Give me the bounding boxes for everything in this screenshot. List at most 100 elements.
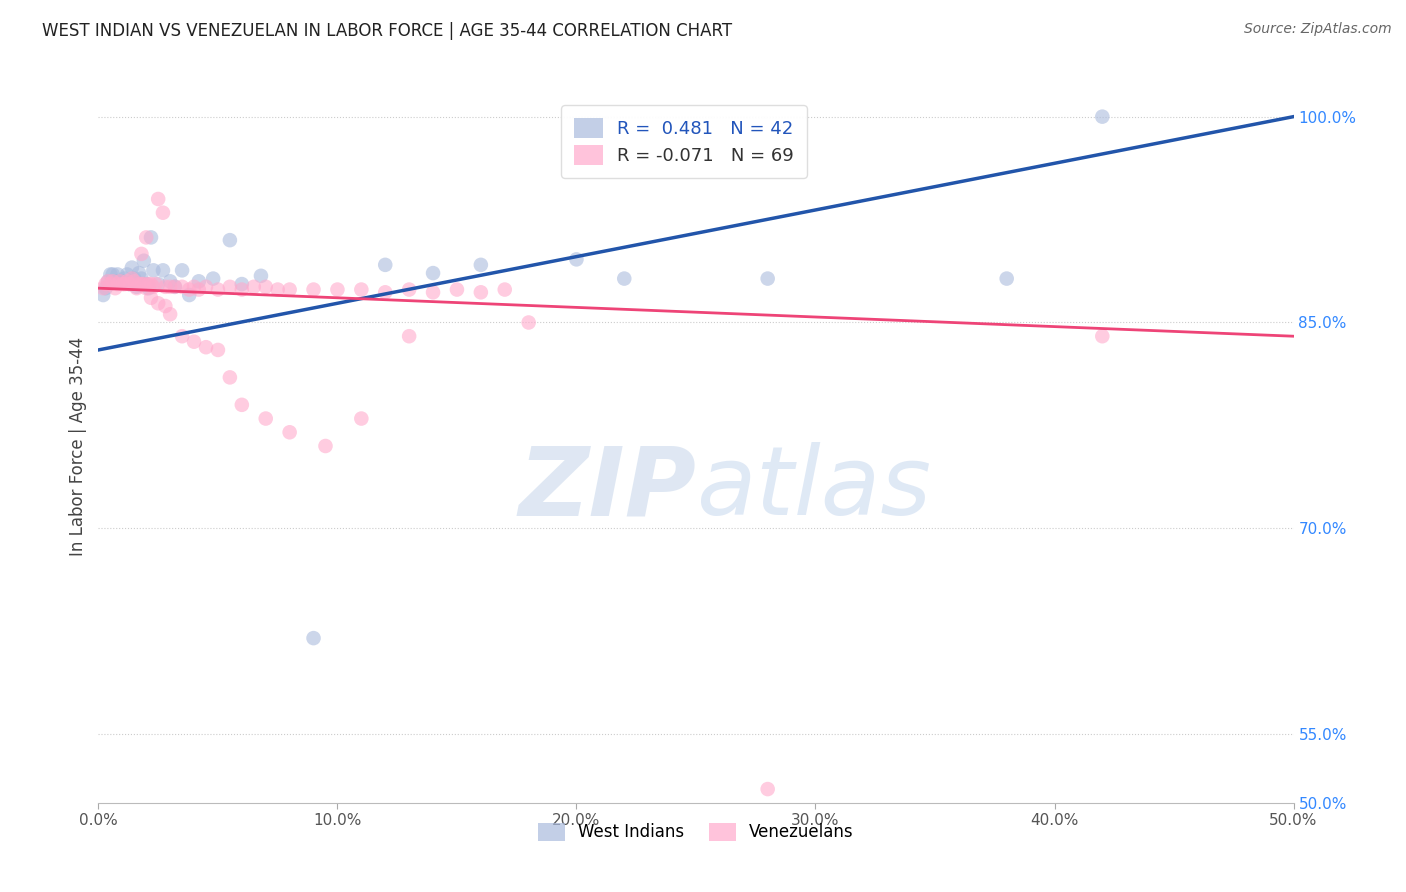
Point [155, 299, 177, 313]
Point [183, 334, 205, 349]
Point [155, 280, 177, 294]
Point [101, 268, 124, 282]
Point [131, 271, 153, 285]
Point [142, 280, 165, 294]
Point [1091, 110, 1114, 124]
Point [139, 230, 162, 244]
Point [278, 425, 301, 440]
Point [91, 281, 114, 295]
Point [326, 283, 349, 297]
Point [446, 283, 468, 297]
Point [163, 280, 186, 294]
Point [179, 288, 201, 302]
Point [517, 316, 540, 330]
Text: ZIP: ZIP [517, 442, 696, 535]
Point [250, 268, 273, 283]
Point [422, 285, 444, 300]
Point [398, 329, 420, 343]
Point [159, 274, 181, 288]
Point [111, 274, 134, 288]
Point [207, 343, 229, 357]
Point [124, 274, 146, 288]
Point [172, 280, 194, 294]
Point [121, 260, 143, 275]
Point [98, 268, 122, 282]
Point [187, 283, 209, 297]
Legend: West Indians, Venezuelans: West Indians, Venezuelans [531, 816, 860, 848]
Point [159, 307, 181, 321]
Point [398, 283, 420, 297]
Point [152, 263, 174, 277]
Point [97, 274, 120, 288]
Point [111, 277, 134, 291]
Point [159, 280, 181, 294]
Point [565, 252, 588, 267]
Point [98, 277, 122, 291]
Point [148, 277, 170, 291]
Point [94, 281, 117, 295]
Point [315, 439, 337, 453]
Point [128, 277, 150, 291]
Point [219, 233, 242, 247]
Point [152, 205, 174, 219]
Point [756, 782, 779, 797]
Point [118, 277, 141, 291]
Point [350, 283, 373, 297]
Point [139, 291, 162, 305]
Point [470, 258, 492, 272]
Point [183, 280, 205, 294]
Point [101, 274, 124, 288]
Point [756, 271, 779, 285]
Text: WEST INDIAN VS VENEZUELAN IN LABOR FORCE | AGE 35-44 CORRELATION CHART: WEST INDIAN VS VENEZUELAN IN LABOR FORCE… [42, 22, 733, 40]
Point [302, 283, 325, 297]
Point [107, 277, 129, 291]
Point [207, 283, 229, 297]
Point [470, 285, 492, 300]
Point [995, 271, 1018, 285]
Point [278, 283, 301, 297]
Point [350, 411, 373, 425]
Point [202, 271, 225, 285]
Point [494, 283, 516, 297]
Point [374, 285, 396, 300]
Point [121, 271, 143, 285]
Point [97, 274, 120, 288]
Point [243, 280, 266, 294]
Point [254, 280, 277, 294]
Point [187, 274, 209, 288]
Point [422, 266, 444, 280]
Point [139, 277, 162, 291]
Point [135, 277, 157, 291]
Point [195, 280, 218, 294]
Point [108, 274, 131, 288]
Point [118, 277, 141, 291]
Point [179, 283, 201, 297]
Text: Source: ZipAtlas.com: Source: ZipAtlas.com [1244, 22, 1392, 37]
Y-axis label: In Labor Force | Age 35-44: In Labor Force | Age 35-44 [69, 336, 87, 556]
Point [1091, 329, 1114, 343]
Text: atlas: atlas [696, 442, 931, 535]
Point [172, 263, 194, 277]
Point [94, 277, 117, 291]
Point [219, 280, 242, 294]
Point [138, 281, 160, 295]
Point [108, 274, 131, 288]
Point [163, 280, 186, 294]
Point [114, 271, 136, 285]
Point [267, 283, 290, 297]
Point [145, 277, 167, 291]
Point [132, 277, 155, 291]
Point [231, 398, 253, 412]
Point [131, 247, 153, 261]
Point [148, 296, 170, 310]
Point [135, 281, 157, 295]
Point [104, 274, 127, 288]
Point [128, 266, 150, 280]
Point [374, 258, 396, 272]
Point [142, 263, 165, 277]
Point [115, 268, 138, 282]
Point [613, 271, 636, 285]
Point [115, 274, 138, 288]
Point [302, 631, 325, 645]
Point [132, 253, 155, 268]
